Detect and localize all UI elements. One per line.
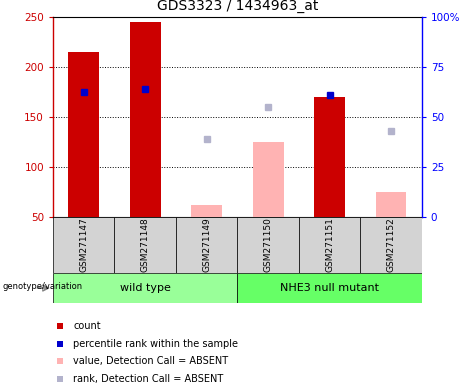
- Text: GSM271149: GSM271149: [202, 217, 211, 272]
- Text: value, Detection Call = ABSENT: value, Detection Call = ABSENT: [73, 356, 228, 366]
- Bar: [130, 22, 160, 217]
- Bar: [53, 273, 237, 303]
- Bar: [68, 52, 99, 217]
- Text: rank, Detection Call = ABSENT: rank, Detection Call = ABSENT: [73, 374, 224, 384]
- Text: wild type: wild type: [120, 283, 171, 293]
- Text: GSM271152: GSM271152: [387, 217, 396, 272]
- Bar: [114, 217, 176, 273]
- Bar: [237, 217, 299, 273]
- Text: percentile rank within the sample: percentile rank within the sample: [73, 339, 238, 349]
- Text: count: count: [73, 321, 101, 331]
- Bar: [176, 217, 237, 273]
- Bar: [253, 142, 284, 217]
- Text: NHE3 null mutant: NHE3 null mutant: [280, 283, 379, 293]
- Text: genotype/variation: genotype/variation: [2, 281, 83, 291]
- Bar: [53, 217, 114, 273]
- Bar: [191, 205, 222, 217]
- Text: GSM271151: GSM271151: [325, 217, 334, 272]
- Bar: [237, 273, 422, 303]
- Text: GSM271147: GSM271147: [79, 217, 88, 272]
- Bar: [314, 97, 345, 217]
- Text: GSM271148: GSM271148: [141, 217, 150, 272]
- Text: GSM271150: GSM271150: [264, 217, 272, 272]
- Bar: [376, 192, 407, 217]
- Title: GDS3323 / 1434963_at: GDS3323 / 1434963_at: [157, 0, 318, 13]
- Bar: [299, 217, 361, 273]
- Bar: [361, 217, 422, 273]
